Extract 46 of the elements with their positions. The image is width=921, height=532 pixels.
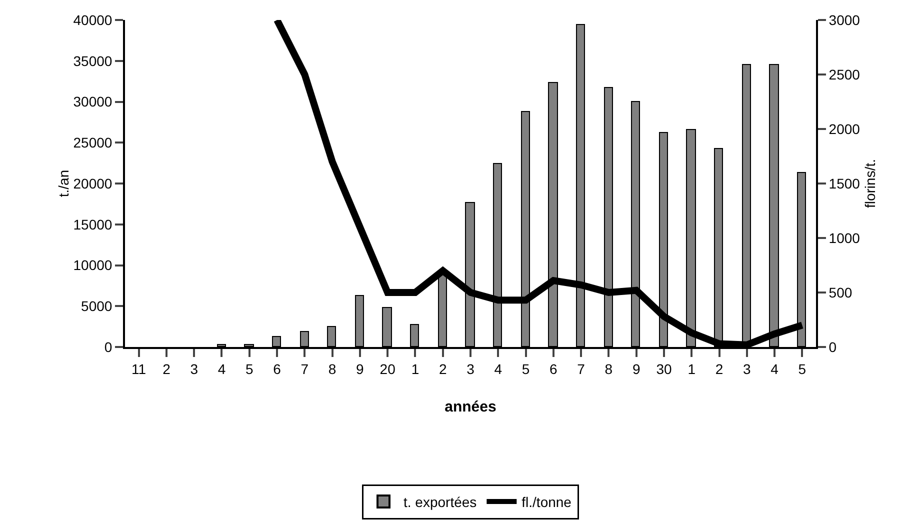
x-tick-label: 7 <box>577 360 586 377</box>
y-tick-label: 5000 <box>81 298 112 314</box>
x-tick-label: 20 <box>380 360 396 377</box>
y2-tick-label: 1500 <box>828 175 860 192</box>
y2-tick-label: 500 <box>828 284 852 300</box>
x-axis-title: années <box>444 398 496 416</box>
x-tick-label: 3 <box>743 360 751 377</box>
y-tick-label: 20000 <box>73 175 112 192</box>
x-tick-label: 3 <box>466 360 475 377</box>
x-tick-label: 5 <box>522 360 530 377</box>
y2-tick-label: 0 <box>828 338 837 355</box>
x-tick-label: 11 <box>132 360 146 377</box>
x-tick-label: 9 <box>632 360 640 377</box>
y-tick-label: 25000 <box>73 134 112 151</box>
y-tick-label: 40000 <box>73 12 112 28</box>
x-tick-label: 4 <box>770 360 779 377</box>
x-tick-label: 6 <box>550 360 558 377</box>
y2-tick-label: 2000 <box>828 120 860 137</box>
y2-tick-label: 1000 <box>828 230 860 246</box>
x-tick-label: 6 <box>273 360 282 377</box>
x-tick-label: 3 <box>190 360 198 377</box>
x-tick-label: 1 <box>411 360 420 377</box>
y2-tick-label: 3000 <box>828 12 860 28</box>
x-tick-label: 8 <box>328 360 336 377</box>
x-tick-label: 4 <box>494 360 502 377</box>
y2-tick-label: 2500 <box>828 66 860 82</box>
y2-axis-title: florins/t. <box>862 158 878 208</box>
y-tick-label: 15000 <box>73 216 112 232</box>
x-tick-label: 1 <box>688 360 696 377</box>
legend-label: fl./tonne <box>522 494 572 510</box>
x-tick-label: 30 <box>656 360 672 377</box>
x-tick-label: 5 <box>245 360 254 377</box>
x-tick-label: 8 <box>604 360 613 377</box>
x-tick-label: 2 <box>438 360 447 377</box>
x-tick-label: 9 <box>356 360 364 377</box>
x-tick-label: 2 <box>715 360 724 377</box>
legend-label: t. exportées <box>404 494 477 510</box>
y-axis-title: t./an <box>55 170 72 198</box>
x-tick-label: 4 <box>218 360 226 377</box>
y-tick-label: 0 <box>104 338 112 355</box>
y-tick-label: 30000 <box>73 94 112 110</box>
x-tick-label: 5 <box>798 360 806 377</box>
x-tick-label: 7 <box>300 360 309 377</box>
y-tick-label: 10000 <box>73 257 112 274</box>
x-tick-label: 2 <box>162 360 171 377</box>
y-tick-label: 35000 <box>73 52 112 69</box>
